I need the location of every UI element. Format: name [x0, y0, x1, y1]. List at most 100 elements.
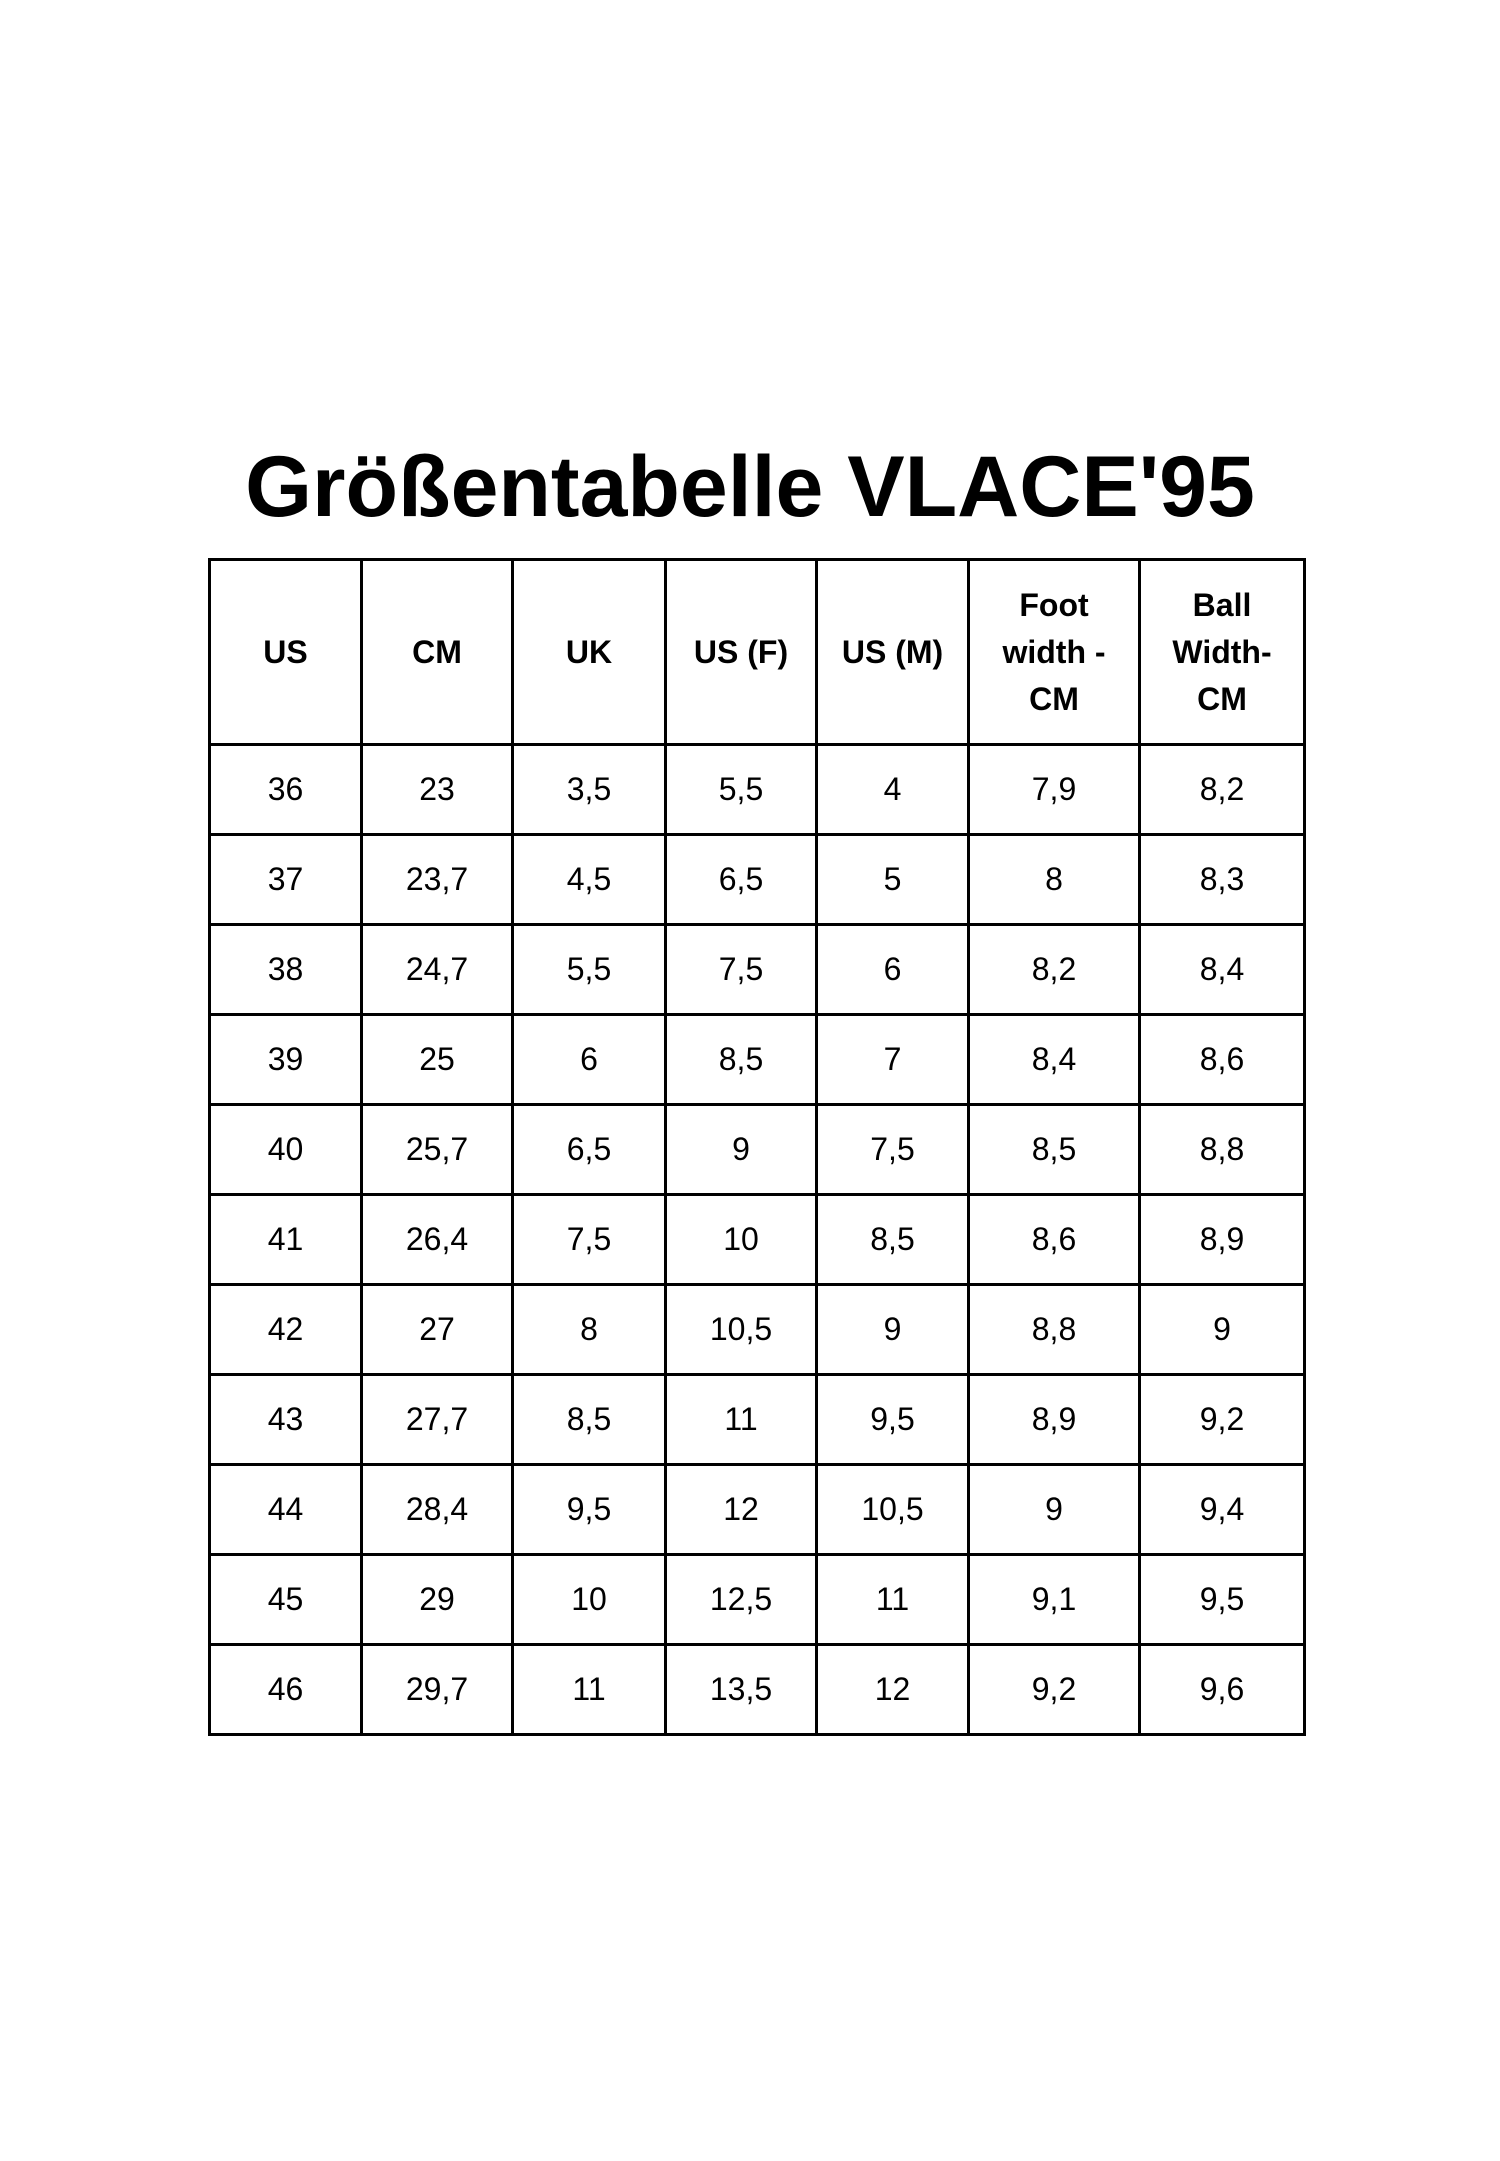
table-cell: 10,5 — [664, 1283, 818, 1376]
table-cell: 8,9 — [967, 1373, 1141, 1466]
table-row: 37 23,7 4,5 6,5 5 8 8,3 — [208, 833, 1306, 926]
table-cell: 8,9 — [1138, 1193, 1306, 1286]
table-cell: 8,4 — [1138, 923, 1306, 1016]
table-cell: 37 — [208, 833, 363, 926]
table-cell: 9,5 — [511, 1463, 667, 1556]
table-cell: 10 — [511, 1553, 667, 1646]
table-cell: 25 — [360, 1013, 514, 1106]
table-cell: 8,8 — [1138, 1103, 1306, 1196]
table-row: 45 29 10 12,5 11 9,1 9,5 — [208, 1553, 1306, 1646]
table-cell: 9,4 — [1138, 1463, 1306, 1556]
table-cell: 12 — [664, 1463, 818, 1556]
table-cell: 29 — [360, 1553, 514, 1646]
table-cell: 8,6 — [1138, 1013, 1306, 1106]
table-row: 40 25,7 6,5 9 7,5 8,5 8,8 — [208, 1103, 1306, 1196]
header-row: US CM UK US (F) US (M) Foot width - CM Ball Wi… — [208, 558, 1306, 746]
table-cell: 8,8 — [967, 1283, 1141, 1376]
table-cell: 24,7 — [360, 923, 514, 1016]
table-cell: 7,5 — [664, 923, 818, 1016]
table-cell: 8,5 — [664, 1013, 818, 1106]
table-cell: 6 — [511, 1013, 667, 1106]
table-cell: 39 — [208, 1013, 363, 1106]
header-cell: Foot width - CM — [967, 558, 1141, 746]
table-row: 43 27,7 8,5 11 9,5 8,9 9,2 — [208, 1373, 1306, 1466]
table-cell: 9,5 — [1138, 1553, 1306, 1646]
table-cell: 9,6 — [1138, 1643, 1306, 1736]
table-cell: 9,2 — [1138, 1373, 1306, 1466]
table-cell: 3,5 — [511, 743, 667, 836]
table-cell: 12,5 — [664, 1553, 818, 1646]
table-cell: 9 — [664, 1103, 818, 1196]
table-row: 42 27 8 10,5 9 8,8 9 — [208, 1283, 1306, 1376]
table-row: 44 28,4 9,5 12 10,5 9 9,4 — [208, 1463, 1306, 1556]
table-cell: 13,5 — [664, 1643, 818, 1736]
header-cell: US (F) — [664, 558, 818, 746]
table-cell: 42 — [208, 1283, 363, 1376]
header-cell: CM — [360, 558, 514, 746]
table-cell: 7 — [815, 1013, 970, 1106]
table-cell: 8,6 — [967, 1193, 1141, 1286]
table-cell: 7,5 — [511, 1193, 667, 1286]
size-table: US CM UK US (F) US (M) Foot width - CM Ball Wi… — [208, 558, 1306, 1736]
table-body: 36 23 3,5 5,5 4 7,9 8,2 37 23,7 4,5 6,5 5 8 8,3 38 24,7… — [208, 743, 1306, 1736]
table-cell: 44 — [208, 1463, 363, 1556]
table-cell: 8,5 — [967, 1103, 1141, 1196]
table-cell: 41 — [208, 1193, 363, 1286]
table-cell: 12 — [815, 1643, 970, 1736]
table-row: 39 25 6 8,5 7 8,4 8,6 — [208, 1013, 1306, 1106]
table-cell: 4 — [815, 743, 970, 836]
table-cell: 8 — [511, 1283, 667, 1376]
table-cell: 9 — [967, 1463, 1141, 1556]
header-cell: US (M) — [815, 558, 970, 746]
table-cell: 43 — [208, 1373, 363, 1466]
table-cell: 26,4 — [360, 1193, 514, 1286]
table-cell: 7,5 — [815, 1103, 970, 1196]
table-cell: 11 — [511, 1643, 667, 1736]
table-cell: 5 — [815, 833, 970, 926]
table-cell: 6,5 — [664, 833, 818, 926]
table-cell: 23,7 — [360, 833, 514, 926]
table-cell: 23 — [360, 743, 514, 836]
table-cell: 8 — [967, 833, 1141, 926]
table-cell: 27 — [360, 1283, 514, 1376]
table-cell: 8,5 — [815, 1193, 970, 1286]
title: Größentabelle VLACE'95 — [245, 439, 1255, 535]
table-cell: 4,5 — [511, 833, 667, 926]
table-cell: 46 — [208, 1643, 363, 1736]
table-cell: 8,2 — [1138, 743, 1306, 836]
table-cell: 10,5 — [815, 1463, 970, 1556]
table-cell: 38 — [208, 923, 363, 1016]
table-cell: 11 — [664, 1373, 818, 1466]
table-cell: 5,5 — [511, 923, 667, 1016]
header-cell: Ball Width- CM — [1138, 558, 1306, 746]
table-cell: 27,7 — [360, 1373, 514, 1466]
table-cell: 7,9 — [967, 743, 1141, 836]
table-cell: 9 — [1138, 1283, 1306, 1376]
table-cell: 11 — [815, 1553, 970, 1646]
table-row: 36 23 3,5 5,5 4 7,9 8,2 — [208, 743, 1306, 836]
table-row: 41 26,4 7,5 10 8,5 8,6 8,9 — [208, 1193, 1306, 1286]
table-cell: 6 — [815, 923, 970, 1016]
table-cell: 36 — [208, 743, 363, 836]
table-cell: 5,5 — [664, 743, 818, 836]
table-cell: 9,5 — [815, 1373, 970, 1466]
table-cell: 25,7 — [360, 1103, 514, 1196]
table-cell: 9,1 — [967, 1553, 1141, 1646]
table-cell: 8,3 — [1138, 833, 1306, 926]
table-cell: 40 — [208, 1103, 363, 1196]
table-cell: 8,5 — [511, 1373, 667, 1466]
table-cell: 6,5 — [511, 1103, 667, 1196]
header-cell: UK — [511, 558, 667, 746]
table-cell: 45 — [208, 1553, 363, 1646]
table-row: 38 24,7 5,5 7,5 6 8,2 8,4 — [208, 923, 1306, 1016]
header-cell: US — [208, 558, 363, 746]
table-cell: 9 — [815, 1283, 970, 1376]
table-cell: 8,4 — [967, 1013, 1141, 1106]
table-row: 46 29,7 11 13,5 12 9,2 9,6 — [208, 1643, 1306, 1736]
table-cell: 10 — [664, 1193, 818, 1286]
table-cell: 28,4 — [360, 1463, 514, 1556]
table-cell: 9,2 — [967, 1643, 1141, 1736]
table-cell: 8,2 — [967, 923, 1141, 1016]
table-cell: 29,7 — [360, 1643, 514, 1736]
